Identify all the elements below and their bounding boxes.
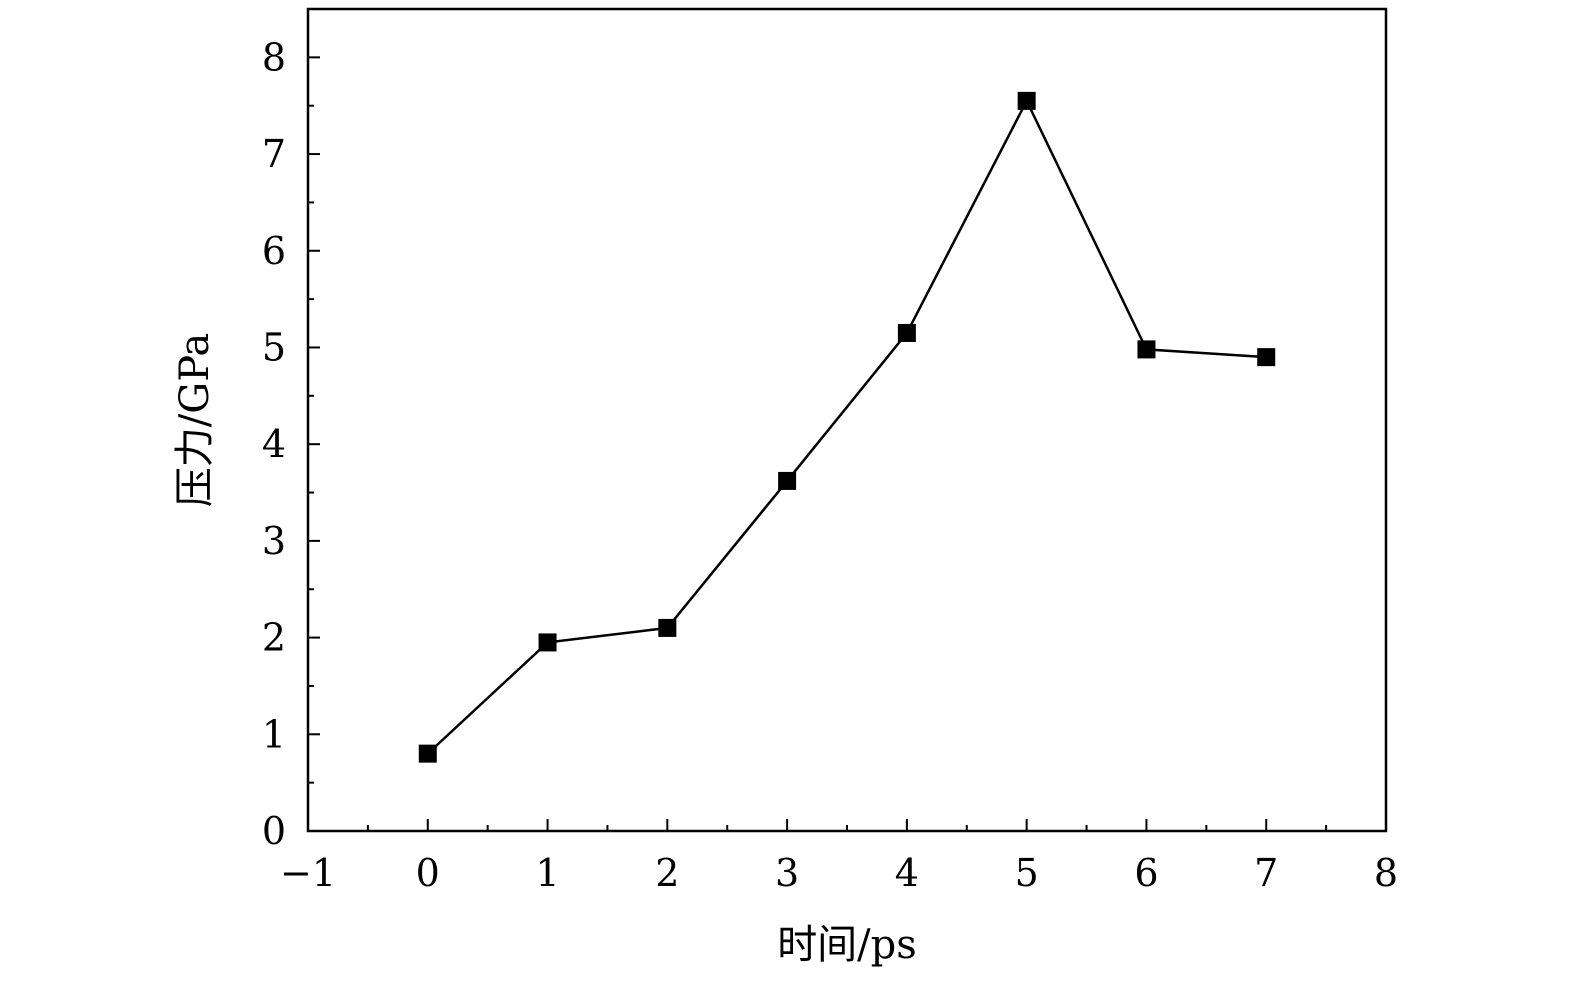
x-tick-label: 0 — [416, 851, 440, 895]
series-layer — [418, 91, 1276, 763]
y-tick-label: 4 — [262, 422, 286, 466]
x-axis-title: 时间/ps — [777, 922, 917, 968]
data-point-marker — [658, 618, 677, 637]
x-axis-ticks: −1 0 1 2 3 4 5 6 7 8 — [280, 819, 1398, 895]
data-point-marker — [418, 744, 437, 763]
x-tick-label: 3 — [775, 851, 799, 895]
y-axis-title: 压力/GPa — [172, 333, 218, 507]
x-tick-label: 7 — [1254, 851, 1278, 895]
y-tick-label: 8 — [262, 35, 286, 79]
x-tick-label: 4 — [895, 851, 919, 895]
x-tick-label: 2 — [655, 851, 679, 895]
plot-frame — [306, 7, 1388, 833]
y-tick-label: 2 — [262, 616, 286, 660]
y-axis-ticks: 0 1 2 3 4 5 6 7 8 — [262, 8, 320, 853]
x-tick-label: −1 — [280, 851, 336, 895]
y-tick-label: 6 — [262, 229, 286, 273]
data-point-marker — [778, 471, 797, 490]
x-tick-label: 5 — [1015, 851, 1039, 895]
x-tick-label: 8 — [1374, 851, 1398, 895]
x-tick-label: 1 — [535, 851, 559, 895]
y-tick-label: 0 — [262, 809, 286, 853]
y-tick-label: 5 — [262, 325, 286, 369]
y-tick-label: 3 — [262, 519, 286, 563]
series-line — [426, 98, 1267, 755]
data-point-marker — [1017, 91, 1036, 110]
data-point-marker — [1137, 340, 1156, 359]
x-tick-label: 6 — [1134, 851, 1158, 895]
data-point-marker — [1257, 348, 1276, 367]
y-tick-label: 1 — [262, 712, 286, 756]
data-point-marker — [538, 633, 557, 652]
data-point-marker — [897, 323, 916, 342]
y-tick-label: 7 — [262, 132, 286, 176]
